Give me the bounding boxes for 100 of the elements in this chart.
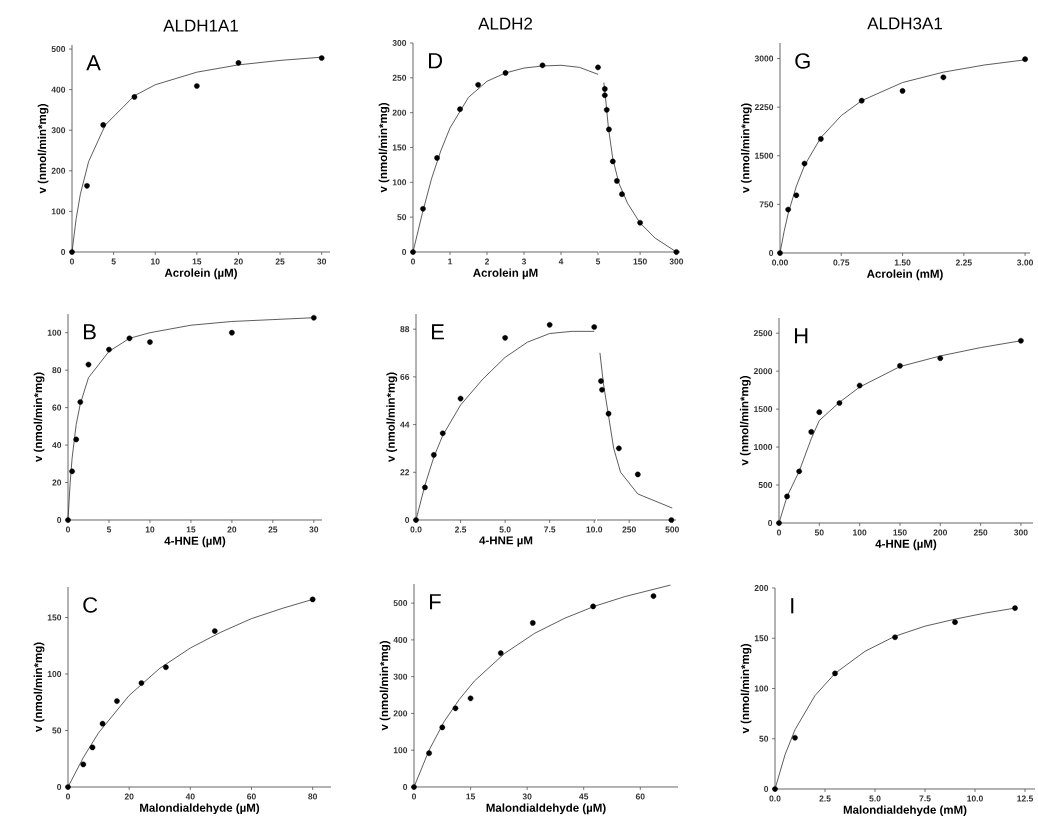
point (796, 468, 802, 475)
x-tick-label: 0 (69, 258, 75, 265)
x-tick-label: 5.0 (869, 795, 881, 802)
point (89, 744, 96, 751)
x-tick-label: 2.5 (454, 526, 467, 533)
x-axis-title: 4-HNE (µM) (875, 539, 937, 551)
point (673, 249, 680, 255)
point (194, 83, 200, 89)
point (892, 634, 898, 641)
point (413, 517, 419, 523)
point (311, 314, 317, 321)
annotation: C (83, 597, 98, 613)
x-tick-label: 200 (933, 529, 948, 536)
y-tick-label: 1500 (755, 152, 774, 159)
y-tick-label: 300 (51, 127, 66, 134)
point (785, 206, 791, 213)
point (475, 81, 481, 88)
point (816, 409, 823, 415)
x-axis-title: Malondialdehyde (µM) (486, 803, 606, 815)
x-tick-label: 50 (814, 529, 824, 536)
point (467, 695, 474, 702)
y-tick-label: 250 (392, 74, 407, 81)
point (452, 705, 459, 712)
y-tick-label: 0 (61, 248, 66, 255)
x-tick-label: 15 (186, 526, 196, 533)
point (856, 382, 863, 389)
y-tick-label: 100 (47, 329, 62, 336)
point (777, 250, 783, 256)
y-axis-title: v (nmol/min*mg) (33, 372, 45, 462)
y-tick-label: 0 (402, 248, 407, 255)
point (497, 650, 504, 656)
x-axis-title: 4-HNE (µM) (164, 536, 226, 548)
point (1012, 605, 1018, 611)
point (776, 520, 782, 526)
y-axis-title: v (nmol/min*mg) (37, 104, 49, 194)
x-axis-title: Acrolein (µM) (164, 268, 237, 280)
point (602, 86, 608, 92)
chart-title: ALDH3A1 (867, 17, 942, 30)
point (539, 62, 546, 69)
point (1018, 337, 1024, 344)
x-tick-label: 2.25 (955, 259, 972, 266)
x-tick-label: 60 (635, 793, 645, 800)
point (229, 329, 235, 336)
x-tick-label: 0 (65, 793, 71, 800)
x-tick-label: 250 (973, 529, 988, 536)
point (614, 178, 620, 184)
y-tick-label: 0 (403, 783, 408, 790)
x-tick-label: 60 (247, 793, 256, 800)
point (411, 784, 417, 790)
point (530, 620, 536, 626)
y-axis-title: v (nmol/min*mg) (740, 103, 752, 193)
point (457, 395, 464, 402)
point (793, 192, 800, 199)
point (591, 324, 598, 330)
y-tick-label: 0 (769, 249, 774, 256)
point (84, 183, 90, 189)
point (69, 468, 75, 475)
point (77, 399, 84, 405)
x-tick-label: 4 (558, 258, 564, 265)
x-tick-label: 12.5 (1017, 795, 1034, 802)
point (832, 670, 838, 677)
x-tick-label: 0.75 (833, 259, 850, 266)
y-tick-label: 100 (51, 208, 66, 215)
point (952, 619, 958, 625)
point (80, 761, 87, 768)
point (897, 363, 903, 369)
point (106, 346, 112, 353)
y-tick-label: 80 (52, 367, 62, 374)
annotation: A (86, 55, 101, 71)
point (138, 680, 145, 686)
x-axis-title: Malondialdehyde (µM) (140, 803, 260, 815)
y-tick-label: 300 (393, 673, 408, 680)
x-tick-label: 1.50 (894, 259, 911, 266)
point (420, 205, 426, 212)
x-tick-label: 300 (669, 258, 684, 265)
y-tick-label: 200 (51, 167, 66, 174)
x-tick-label: 0.00 (772, 259, 788, 266)
point (163, 664, 169, 671)
y-tick-label: 50 (52, 727, 62, 734)
y-tick-label: 44 (400, 421, 410, 428)
x-tick-label: 250 (622, 526, 636, 533)
point (546, 322, 553, 328)
annotation: I (791, 598, 794, 614)
point (858, 97, 865, 104)
x-tick-label: 150 (893, 529, 907, 536)
y-axis-title: v (nmol/min*mg) (386, 372, 398, 462)
x-tick-label: 45 (579, 793, 589, 800)
point (131, 94, 138, 100)
point (602, 92, 608, 99)
y-tick-label: 300 (392, 39, 407, 46)
point (899, 88, 906, 94)
x-tick-label: 30 (317, 258, 327, 265)
point (668, 517, 675, 523)
x-tick-label: 15 (192, 258, 202, 265)
y-axis-title: v (nmol/min*mg) (740, 644, 752, 734)
y-axis-title: v (nmol/min*mg) (379, 641, 391, 731)
x-tick-label: 5 (106, 526, 112, 533)
point (772, 786, 778, 792)
x-tick-label: 15 (466, 793, 476, 800)
annotation: E (432, 324, 444, 340)
